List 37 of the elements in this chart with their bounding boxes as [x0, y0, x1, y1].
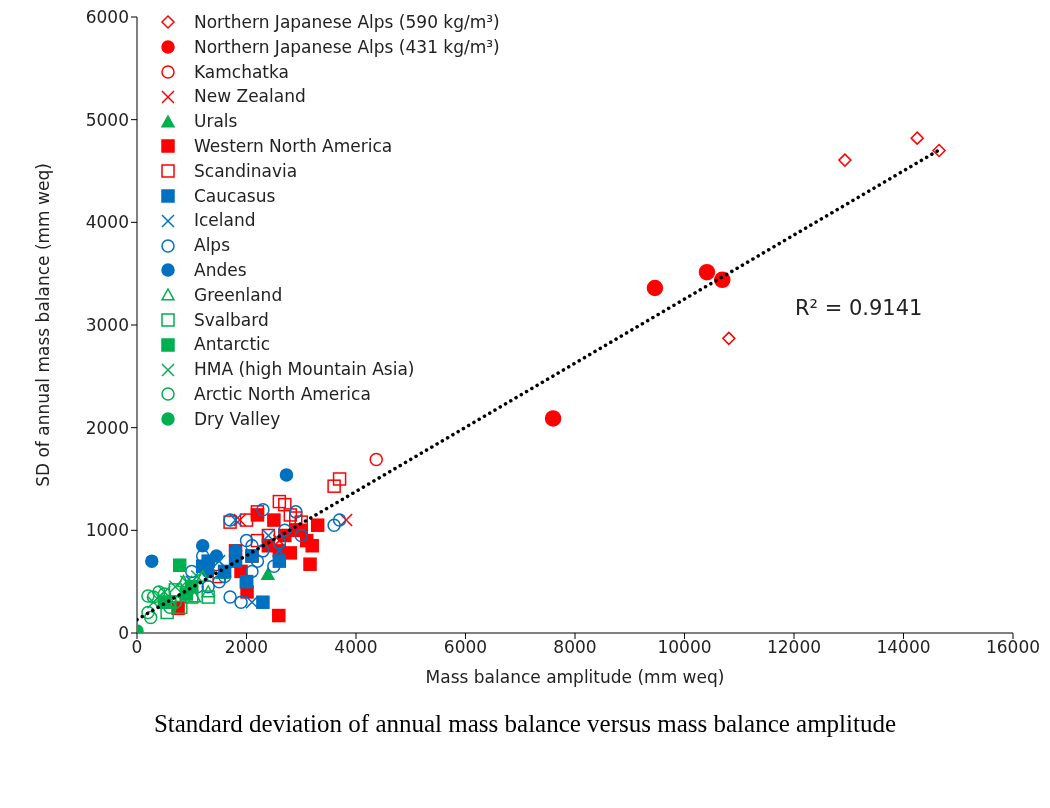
legend-label: Caucasus	[194, 184, 276, 208]
y-tick-label: 4000	[85, 212, 129, 233]
legend-label: Urals	[194, 110, 238, 134]
y-tick-label: 2000	[85, 417, 129, 438]
x-tick-label: 14000	[876, 637, 931, 658]
legend-label: Northern Japanese Alps (431 kg/m³)	[194, 35, 500, 59]
x-tick-label: 4000	[334, 637, 378, 658]
legend-label: Iceland	[194, 209, 256, 233]
legend-label: Antarctic	[194, 333, 271, 357]
legend-label: Arctic North America	[194, 382, 371, 406]
x-tick-label: 0	[131, 637, 143, 658]
annotation: R² = 0.9141	[795, 296, 923, 320]
x-tick-label: 6000	[443, 637, 488, 658]
x-tick-label: 16000	[985, 637, 1041, 658]
legend-label: New Zealand	[194, 85, 306, 109]
text: Standard deviation of annual mass balance versus mass balance amplitude	[152, 709, 898, 739]
legend-label: Scandinavia	[194, 159, 298, 183]
y-axis-title: SD of annual mass balance (mm weq)	[33, 163, 54, 487]
legend-label: Western North America	[194, 135, 393, 158]
legend-label: Alps	[194, 234, 231, 258]
y-tick-label: 3000	[85, 315, 129, 336]
y-tick-label: 0	[118, 623, 129, 644]
x-axis-title: Mass balance amplitude (mm weq)	[425, 667, 725, 687]
x-tick-label: 10000	[657, 637, 712, 658]
y-tick-label: 6000	[85, 7, 129, 28]
legend-label: Svalbard	[194, 308, 269, 332]
y-tick-label: 1000	[85, 520, 129, 541]
x-tick-label: 12000	[766, 637, 822, 658]
legend-label: HMA (high Mountain Asia)	[194, 358, 415, 382]
y-tick-label: 5000	[85, 109, 129, 130]
legend-label: Kamchatka	[194, 60, 289, 84]
legend-label: Greenland	[194, 283, 283, 307]
legend-label: Northern Japanese Alps (590 kg/m³)	[194, 11, 500, 34]
x-tick-label: 8000	[553, 637, 597, 658]
legend-label: Dry Valley	[194, 407, 281, 431]
legend-label: Andes	[194, 258, 247, 282]
x-tick-label: 2000	[224, 637, 269, 658]
